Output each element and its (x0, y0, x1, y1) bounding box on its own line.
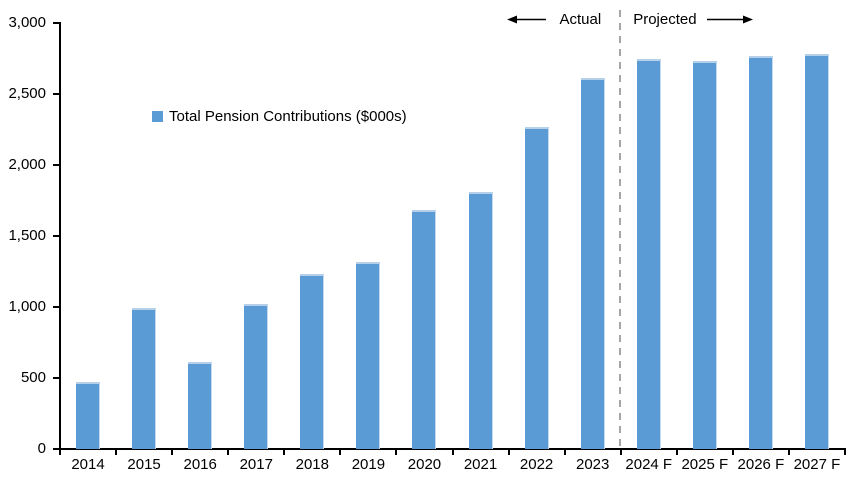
x-tick-label: 2016 (183, 456, 217, 473)
y-tick-label: 0 (37, 440, 46, 457)
x-tick-label: 2014 (71, 456, 105, 473)
x-tick-label: 2027 F (793, 456, 841, 473)
y-tick-label: 1,000 (8, 298, 46, 315)
y-tick-label: 1,500 (8, 227, 46, 244)
bar-2017 (244, 304, 269, 449)
x-tick-label: 2020 (407, 456, 442, 473)
bar-2022 (524, 126, 549, 449)
y-tick (53, 448, 59, 450)
left-arrow-icon (507, 15, 546, 24)
x-tick-label: 2023 (575, 456, 610, 473)
x-tick (844, 450, 846, 455)
bar-2020 (412, 210, 437, 449)
bar-2024-f (636, 58, 661, 449)
bar-2021 (468, 191, 493, 449)
bar-2018 (300, 274, 325, 449)
y-tick-label: 2,000 (8, 156, 46, 173)
y-tick (53, 93, 59, 95)
bar-2023 (580, 78, 605, 449)
legend-swatch-icon (152, 111, 163, 122)
bar-2014 (76, 382, 101, 449)
y-tick-label: 3,000 (8, 14, 46, 31)
y-tick (53, 377, 59, 379)
y-tick (53, 164, 59, 166)
x-tick (619, 450, 622, 455)
x-tick (171, 450, 174, 455)
legend-label: Total Pension Contributions ($000s) (169, 108, 407, 125)
x-tick-label: 2015 (127, 456, 161, 473)
x-tick (395, 450, 398, 455)
legend: Total Pension Contributions ($000s) (152, 108, 407, 125)
x-tick (787, 450, 790, 455)
y-axis (59, 22, 61, 450)
x-tick-label: 2022 (519, 456, 554, 473)
x-tick-label: 2025 F (681, 456, 729, 473)
y-tick (53, 235, 59, 237)
bar-2016 (188, 362, 213, 449)
y-tick-label: 2,500 (8, 85, 46, 102)
x-tick (339, 450, 342, 455)
y-tick (53, 306, 59, 308)
x-tick (115, 450, 118, 455)
x-tick (507, 450, 510, 455)
x-tick (227, 450, 230, 455)
x-tick (283, 450, 286, 455)
bar-2027-f (804, 54, 829, 449)
x-tick-label: 2021 (463, 456, 498, 473)
x-tick (563, 450, 566, 455)
x-tick (675, 450, 678, 455)
x-tick (59, 450, 61, 455)
projected-label: Projected (633, 11, 697, 28)
y-tick (53, 22, 59, 24)
x-tick-label: 2019 (351, 456, 386, 473)
x-tick (451, 450, 454, 455)
x-axis (59, 448, 846, 450)
bar-2015 (132, 308, 157, 449)
bar-2019 (356, 261, 381, 449)
bar-2025-f (692, 61, 717, 449)
right-arrow-icon (707, 15, 753, 24)
x-tick-label: 2024 F (625, 456, 673, 473)
x-tick (731, 450, 734, 455)
x-tick-label: 2026 F (737, 456, 785, 473)
actual-label: Actual (559, 11, 602, 28)
x-tick-label: 2018 (295, 456, 329, 473)
actual-projected-divider (619, 10, 622, 449)
x-tick-label: 2017 (239, 456, 273, 473)
bar-2026-f (748, 55, 773, 449)
y-tick-label: 500 (20, 369, 46, 386)
